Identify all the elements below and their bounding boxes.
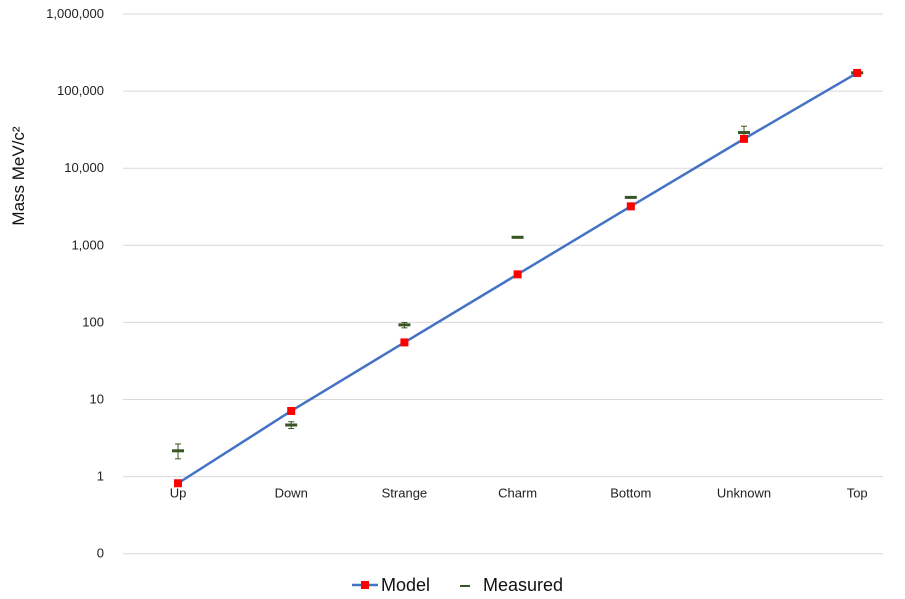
y-axis-label: Mass MeV/c² (9, 126, 28, 226)
model-point (513, 270, 522, 279)
measured-point (511, 235, 524, 239)
x-tick-label: Strange (382, 486, 428, 501)
x-tick-label: Up (170, 486, 187, 501)
measured-point (398, 321, 411, 329)
measured-point (624, 195, 637, 199)
x-axis-ticks: Up Down Strange Charm Bottom Unknown Top (170, 486, 868, 501)
legend: Model Measured (352, 575, 563, 595)
model-point (626, 202, 635, 211)
x-tick-label: Top (847, 486, 868, 501)
y-tick-label: 100,000 (57, 83, 104, 98)
y-tick-label: 10,000 (64, 160, 104, 175)
y-tick-label: 1,000 (71, 237, 104, 252)
y-tick-label: 10 (90, 392, 104, 407)
x-tick-label: Bottom (610, 486, 651, 501)
model-point (287, 406, 296, 415)
model-point (740, 134, 748, 143)
y-axis-ticks: 0 1 10 100 1,000 10,000 100,000 1,000,000 (46, 6, 104, 561)
legend-model-label: Model (381, 575, 430, 595)
x-tick-label: Unknown (717, 486, 771, 501)
legend-measured-label: Measured (483, 575, 563, 595)
model-point (400, 338, 409, 347)
y-tick-label: 1 (97, 469, 104, 484)
gridlines (123, 13, 883, 555)
measured-point (172, 443, 184, 460)
legend-model-marker (361, 581, 369, 589)
model-point (174, 479, 182, 488)
y-tick-label: 0 (97, 546, 104, 561)
measured-point (285, 421, 298, 430)
y-tick-label: 1,000,000 (46, 6, 104, 21)
x-tick-label: Down (275, 486, 308, 501)
x-tick-label: Charm (498, 486, 537, 501)
model-point (853, 68, 862, 77)
y-tick-label: 100 (82, 314, 104, 329)
series-model (174, 68, 862, 488)
